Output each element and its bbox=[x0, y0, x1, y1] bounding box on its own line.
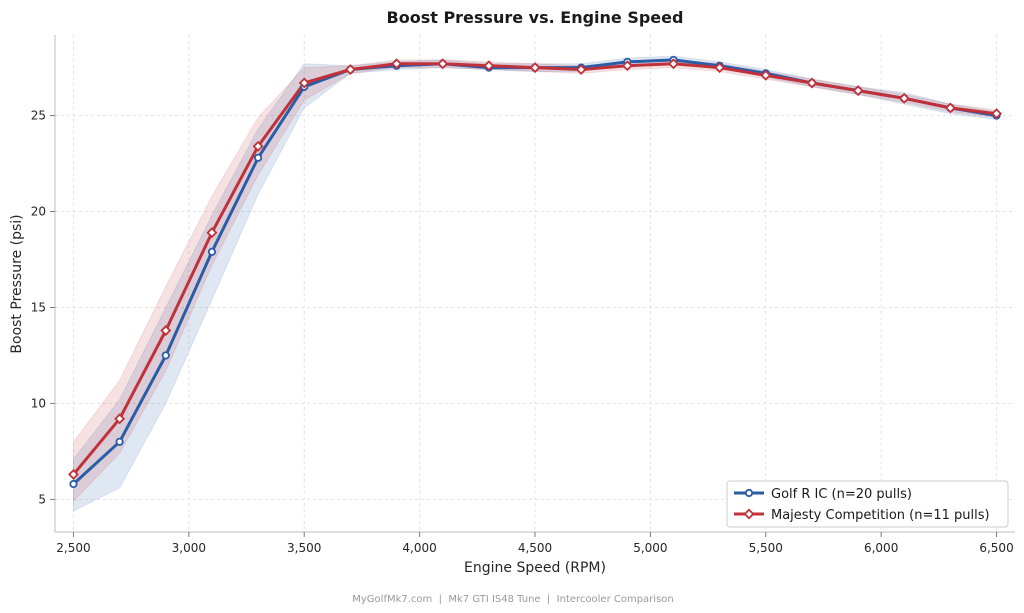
data-point bbox=[667, 58, 679, 70]
data-point bbox=[852, 85, 864, 97]
x-tick-label: 5,000 bbox=[633, 541, 667, 555]
legend: Golf R IC (n=20 pulls) Majesty Competitio… bbox=[726, 480, 1009, 528]
data-point bbox=[621, 60, 633, 72]
data-point bbox=[207, 247, 217, 256]
x-tick-label: 3,000 bbox=[172, 541, 206, 555]
data-point bbox=[160, 325, 172, 336]
data-point bbox=[760, 69, 772, 81]
data-point bbox=[298, 77, 310, 89]
legend-label-1: Majesty Competition (n=11 pulls) bbox=[771, 508, 990, 523]
series-markers bbox=[67, 55, 1003, 489]
legend-marker-0 bbox=[744, 488, 754, 498]
data-point bbox=[114, 413, 126, 425]
data-point bbox=[806, 77, 818, 89]
data-point bbox=[483, 60, 495, 72]
data-point bbox=[115, 437, 124, 446]
data-point bbox=[991, 108, 1003, 120]
data-point bbox=[253, 153, 263, 162]
data-point bbox=[575, 64, 587, 76]
x-tick-label: 6,000 bbox=[864, 541, 898, 555]
data-point bbox=[529, 62, 541, 74]
y-tick-label: 15 bbox=[31, 300, 46, 314]
y-axis-label: Boost Pressure (psi) bbox=[9, 214, 25, 353]
data-point bbox=[252, 140, 264, 152]
data-point bbox=[898, 92, 910, 104]
legend-box bbox=[726, 480, 1009, 528]
x-tick-label: 6,500 bbox=[979, 541, 1013, 555]
data-point bbox=[391, 58, 403, 70]
y-tick-label: 20 bbox=[31, 205, 46, 219]
y-tick-label: 25 bbox=[31, 109, 46, 123]
x-tick-label: 4,000 bbox=[402, 541, 436, 555]
x-axis-label: Engine Speed (RPM) bbox=[464, 560, 606, 576]
data-point bbox=[944, 102, 956, 114]
data-point bbox=[714, 62, 726, 74]
data-point bbox=[344, 64, 356, 76]
x-tick-label: 5,500 bbox=[749, 541, 783, 555]
axes: 2,500 3,000 3,500 4,000 4,500 5,000 5,500 6,000… bbox=[31, 35, 1015, 555]
legend-marker-1 bbox=[743, 508, 755, 520]
x-tick-label: 4,500 bbox=[518, 541, 552, 555]
y-tick-label: 10 bbox=[31, 396, 46, 410]
data-point bbox=[437, 58, 449, 70]
chart-title: Boost Pressure vs. Engine Speed bbox=[387, 8, 684, 27]
footer-credit: MyGolfMk7.com | Mk7 GTI IS48 Tune | Inte… bbox=[352, 594, 673, 605]
data-point bbox=[206, 227, 218, 239]
x-tick-label: 2,500 bbox=[56, 541, 90, 555]
y-tick-label: 5 bbox=[38, 492, 46, 506]
data-point bbox=[67, 468, 79, 480]
data-point bbox=[161, 351, 170, 360]
data-point bbox=[69, 479, 78, 489]
x-tick-label: 3,500 bbox=[287, 541, 321, 555]
legend-label-0: Golf R IC (n=20 pulls) bbox=[771, 487, 912, 502]
